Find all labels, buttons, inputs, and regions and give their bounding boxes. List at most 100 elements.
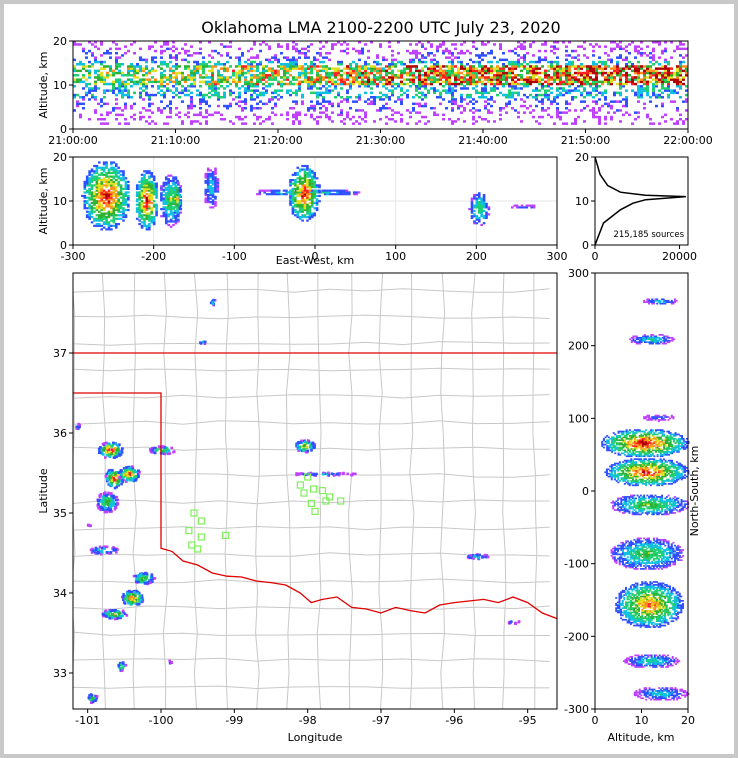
source-cell (270, 191, 274, 194)
source-cell (309, 471, 313, 475)
county-line (409, 273, 415, 709)
source-cell (502, 107, 505, 110)
source-cell (643, 65, 646, 68)
source-cell (349, 87, 352, 90)
source-cell (296, 173, 300, 176)
source-cell (325, 52, 328, 55)
source-cell (176, 199, 179, 202)
source-cell (112, 161, 116, 164)
source-cell (418, 41, 421, 44)
source-cell (119, 187, 123, 190)
source-cell (114, 186, 118, 189)
source-cell (116, 482, 119, 486)
source-cell (211, 188, 215, 191)
source-cell (291, 208, 295, 212)
source-cell (97, 502, 100, 506)
source-cell (133, 74, 136, 77)
source-cell (592, 100, 595, 103)
source-cell (571, 122, 574, 125)
source-cell (319, 115, 322, 119)
source-cell (490, 104, 493, 108)
source-cell (117, 214, 120, 217)
source-cell (199, 67, 202, 70)
source-cell (598, 118, 601, 121)
source-cell (349, 85, 352, 88)
source-cell (163, 93, 166, 97)
source-cell (286, 91, 289, 95)
source-cell (196, 113, 199, 117)
source-cell (112, 191, 116, 194)
source-cell (298, 201, 302, 205)
source-cell (331, 102, 334, 106)
source-cell (306, 215, 309, 219)
source-cell (107, 196, 111, 199)
source-cell (307, 87, 310, 90)
source-cell (595, 102, 598, 106)
source-cell (95, 170, 99, 173)
source-cell (313, 191, 316, 194)
source-cell (107, 170, 111, 173)
source-cell (303, 201, 307, 205)
source-cell (90, 191, 94, 194)
source-cell (482, 216, 486, 220)
source-cell (119, 453, 123, 456)
source-cell (296, 200, 300, 203)
source-cell (418, 111, 421, 114)
source-cell (430, 58, 433, 62)
source-cell (100, 200, 104, 203)
source-cell (300, 439, 303, 443)
source-cell (577, 115, 580, 119)
source-cell (319, 41, 322, 44)
source-cell (355, 120, 358, 123)
county-line (193, 273, 200, 709)
source-cell (148, 226, 151, 229)
source-cell (160, 80, 163, 84)
source-cell (643, 87, 646, 90)
source-cell (388, 107, 391, 110)
source-cell (358, 98, 361, 101)
source-cell (211, 174, 215, 177)
source-cell (436, 45, 439, 48)
source-cell (253, 74, 256, 77)
source-cell (481, 58, 484, 62)
source-cell (493, 82, 496, 86)
source-cell (139, 91, 142, 95)
source-cell (649, 52, 652, 55)
source-cell (167, 190, 170, 193)
source-cell (373, 76, 376, 79)
source-cell (631, 76, 634, 79)
source-cell (652, 41, 655, 44)
source-cell (454, 98, 457, 101)
source-cell (119, 191, 123, 194)
source-cell (209, 181, 212, 184)
source-cell (114, 506, 118, 509)
source-cell (535, 89, 538, 92)
source-cell (286, 111, 289, 114)
source-cell (553, 71, 556, 75)
source-cell (307, 78, 310, 81)
x-tick-label: 21:00:00 (48, 134, 97, 147)
source-cell (331, 71, 334, 75)
source-cell (115, 80, 118, 84)
source-cell (250, 69, 253, 73)
source-cell (166, 47, 169, 51)
source-cell (143, 208, 146, 212)
source-cell (367, 74, 370, 77)
source-cell (472, 71, 475, 75)
source-cell (214, 179, 217, 183)
source-cell (214, 178, 217, 181)
source-cell (391, 80, 394, 84)
source-cell (424, 80, 427, 84)
source-cell (535, 96, 538, 99)
source-cell (105, 228, 108, 231)
source-cell (235, 85, 238, 88)
source-cell (508, 91, 511, 95)
source-cell (143, 170, 146, 173)
source-cell (148, 224, 151, 227)
source-cell (95, 177, 99, 180)
source-cell (421, 115, 424, 119)
source-cell (163, 85, 166, 88)
source-cell (220, 54, 223, 57)
source-cell (96, 504, 100, 507)
